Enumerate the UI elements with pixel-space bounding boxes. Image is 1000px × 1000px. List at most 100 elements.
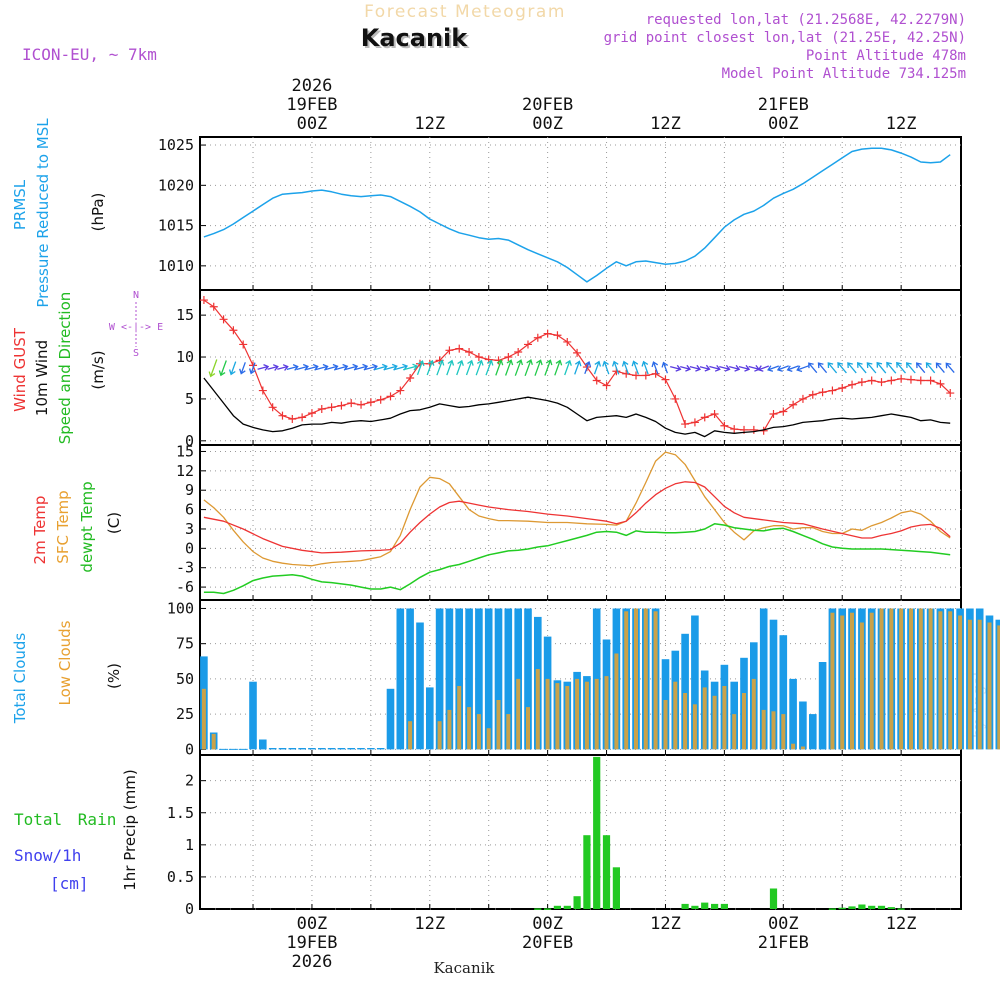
low-clouds-bar	[761, 709, 766, 750]
wind-direction-arrow	[239, 362, 246, 375]
temp-ytick-label: -3	[176, 559, 194, 577]
precip-ytick-label: 0	[185, 900, 194, 918]
total-clouds-bar	[416, 622, 424, 750]
low-clouds-label: Low Clouds	[56, 620, 74, 705]
clouds-unit: (%)	[105, 663, 123, 689]
panels: 1010101510201025051015-6-303691215025507…	[158, 136, 962, 918]
wind-direction-arrow	[905, 362, 916, 374]
precip-frame	[199, 754, 962, 910]
wind-unit: (m/s)	[89, 350, 107, 389]
precip-bar	[828, 908, 836, 910]
total-clouds-bar	[779, 635, 788, 750]
gust-marker	[563, 337, 572, 346]
wind-direction-arrow	[945, 362, 955, 374]
low-clouds-bar	[643, 608, 648, 750]
wind-direction-label: Speed and Direction	[56, 292, 74, 445]
low-clouds-bar	[977, 619, 982, 750]
gust-marker	[769, 410, 778, 418]
gust-marker	[897, 374, 906, 383]
total-clouds-bar	[691, 615, 699, 750]
wind-direction-arrow	[534, 359, 543, 376]
wind-direction-arrow	[485, 359, 494, 376]
precip-bar	[838, 907, 846, 910]
precip-bar	[593, 756, 601, 909]
wind-direction-arrow	[257, 363, 270, 371]
wind-direction-arrow	[504, 359, 514, 376]
wind-direction-arrow	[544, 359, 553, 376]
total-clouds-bar	[809, 714, 817, 750]
precip-bar	[553, 905, 561, 909]
wind-direction-arrow	[915, 362, 926, 374]
bottom-time-label: 21FEB	[758, 933, 809, 953]
total-clouds-bar	[455, 608, 463, 750]
total-clouds-bar	[318, 748, 326, 750]
top-time-label: 20FEB	[522, 95, 573, 115]
gust-marker	[818, 388, 827, 397]
low-clouds-bar	[850, 612, 854, 750]
gust-marker	[789, 400, 798, 409]
gust-marker	[219, 315, 228, 324]
low-clouds-bar	[987, 622, 992, 750]
wind-direction-arrow	[465, 359, 474, 376]
bottom-time-label: 12Z	[650, 914, 681, 934]
station-title: Kacanik	[361, 24, 469, 52]
gust-marker	[848, 380, 857, 389]
low-clouds-bar	[948, 611, 953, 750]
low-clouds-bar	[634, 608, 638, 750]
low-clouds-bar	[437, 721, 442, 750]
wind-direction-arrow	[709, 364, 721, 372]
low-clouds-bar	[594, 678, 599, 750]
gust-marker	[887, 376, 896, 385]
low-clouds-bar	[859, 622, 864, 750]
low-clouds-bar	[457, 686, 462, 750]
precip-bar	[583, 835, 591, 909]
low-clouds-bar	[476, 714, 481, 750]
total-clouds-bar	[288, 748, 297, 750]
low-clouds-bar	[899, 608, 904, 750]
gust-marker	[523, 340, 532, 349]
low-clouds-bar	[614, 653, 619, 750]
bottom-time-label: 00Z	[768, 914, 799, 934]
wind-direction-arrow	[564, 359, 572, 376]
sfc-temp-line	[203, 451, 951, 567]
total-clouds-bar	[386, 688, 395, 750]
precip-bar	[897, 908, 905, 910]
wind-direction-arrow	[767, 365, 780, 372]
low-clouds-bar	[408, 721, 413, 750]
precip-bar	[720, 903, 728, 909]
bottom-time-label: 12Z	[886, 914, 917, 934]
temp-ytick-label: -6	[176, 578, 194, 596]
wind-10m-label: 10m Wind	[33, 340, 51, 416]
super-title: Forecast Meteogram	[364, 2, 566, 22]
low-clouds-bar	[840, 615, 845, 750]
pressure-label-name: Pressure Reduced to MSL	[34, 118, 52, 308]
bottom-time-label: 2026	[291, 952, 332, 972]
wind-direction-arrow	[218, 360, 227, 377]
precip-bar	[612, 867, 620, 909]
total-clouds-bar	[426, 687, 434, 750]
wind-direction-arrow	[267, 364, 279, 371]
wind-direction-arrow	[611, 360, 620, 375]
wind-direction-arrow	[456, 359, 464, 376]
gust-marker	[209, 302, 218, 311]
wind-direction-arrow	[796, 365, 809, 373]
low-clouds-bar	[526, 707, 530, 750]
low-clouds-bar	[958, 615, 963, 750]
gust-marker	[317, 404, 326, 413]
wind-direction-arrow	[446, 359, 455, 376]
total-clouds-bar	[465, 608, 473, 750]
gust-marker	[298, 413, 307, 422]
wind-direction-arrow	[670, 364, 682, 372]
total-clouds-bar	[249, 681, 257, 750]
gust-marker	[710, 410, 719, 418]
low-clouds-bar	[584, 681, 589, 750]
low-clouds-bar	[604, 676, 609, 750]
wind-direction-arrow	[651, 361, 659, 375]
gust-marker	[376, 395, 385, 404]
low-clouds-bar	[722, 686, 727, 750]
low-clouds-bar	[663, 700, 668, 750]
gust-marker	[504, 353, 513, 362]
pressure-ytick-label: 1025	[158, 136, 194, 154]
clouds-ytick-label: 25	[176, 705, 194, 723]
